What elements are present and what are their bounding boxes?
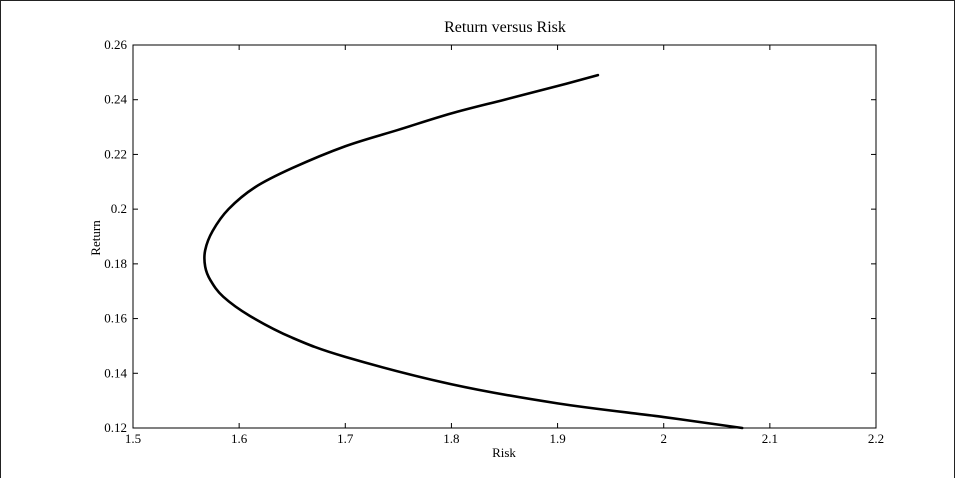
y-tick-label: 0.22 [104,146,127,161]
chart-title: Return versus Risk [444,19,566,36]
y-tick-label: 0.24 [104,92,127,107]
y-tick-label: 0.14 [104,365,127,380]
x-tick-label: 1.9 [549,431,565,446]
y-tick-label: 0.2 [111,201,127,216]
x-tick-label: 1.6 [231,431,248,446]
efficient-frontier-line [203,73,744,430]
x-tick-label: 2 [660,431,667,446]
x-tick-label: 2.1 [762,431,778,446]
x-axis-label: Risk [492,445,516,460]
plot-area [132,44,877,429]
y-tick-label: 0.12 [104,420,127,435]
axis-ticks: 1.5 1.6 1.7 1.8 1.9 2 2.1 2.2 0.12 0.14 0.16 0.18 0.… [104,37,884,446]
x-tick-label: 1.7 [337,431,354,446]
y-axis-label: Return [88,220,103,256]
y-tick-label: 0.16 [104,311,127,326]
y-tick-label: 0.18 [104,256,127,271]
y-tick-label: 0.26 [104,37,127,52]
x-tick-label: 1.5 [125,431,141,446]
x-tick-label: 2.2 [868,431,884,446]
x-tick-label: 1.8 [443,431,459,446]
